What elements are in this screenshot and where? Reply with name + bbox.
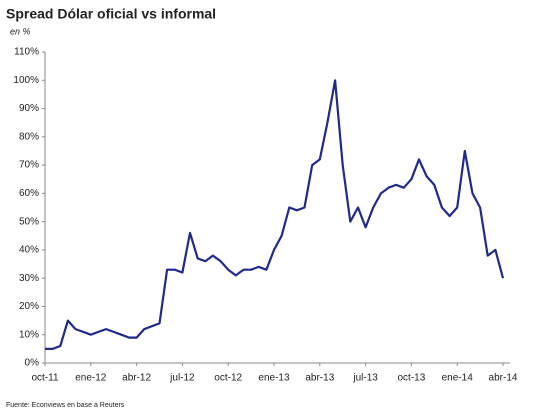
x-tick-label: ene-12: [75, 373, 107, 384]
x-tick-label: oct-13: [398, 373, 426, 384]
y-tick-label: 70%: [19, 160, 39, 171]
y-tick-label: 20%: [19, 301, 39, 312]
x-tick-label: ene-13: [258, 373, 290, 384]
y-tick-label: 60%: [19, 188, 39, 199]
y-tick-label: 10%: [19, 329, 39, 340]
y-tick-label: 40%: [19, 245, 39, 256]
x-tick-label: oct-12: [214, 373, 242, 384]
x-tick-label: abr-13: [305, 373, 334, 384]
y-tick-label: 30%: [19, 273, 39, 284]
y-tick-label: 110%: [14, 47, 39, 58]
y-tick-label: 90%: [19, 103, 39, 114]
x-tick-label: jul-12: [169, 373, 195, 384]
y-tick-label: 50%: [19, 216, 39, 227]
y-tick-label: 0%: [25, 358, 40, 369]
y-tick-label: 100%: [13, 75, 39, 86]
x-tick-label: ene-14: [442, 373, 474, 384]
line-series: [45, 79, 505, 350]
x-tick-label: abr-12: [122, 373, 151, 384]
x-tick-label: abr-14: [489, 373, 518, 384]
y-tick-label: 80%: [19, 131, 39, 142]
x-tick-label: jul-13: [352, 373, 378, 384]
source-note: Fuente: Econviews en base a Reuters: [6, 402, 125, 409]
x-tick-label: oct-11: [31, 373, 58, 384]
chart-subtitle: en %: [10, 26, 31, 36]
chart-title: Spread Dólar oficial vs informal: [6, 6, 216, 22]
